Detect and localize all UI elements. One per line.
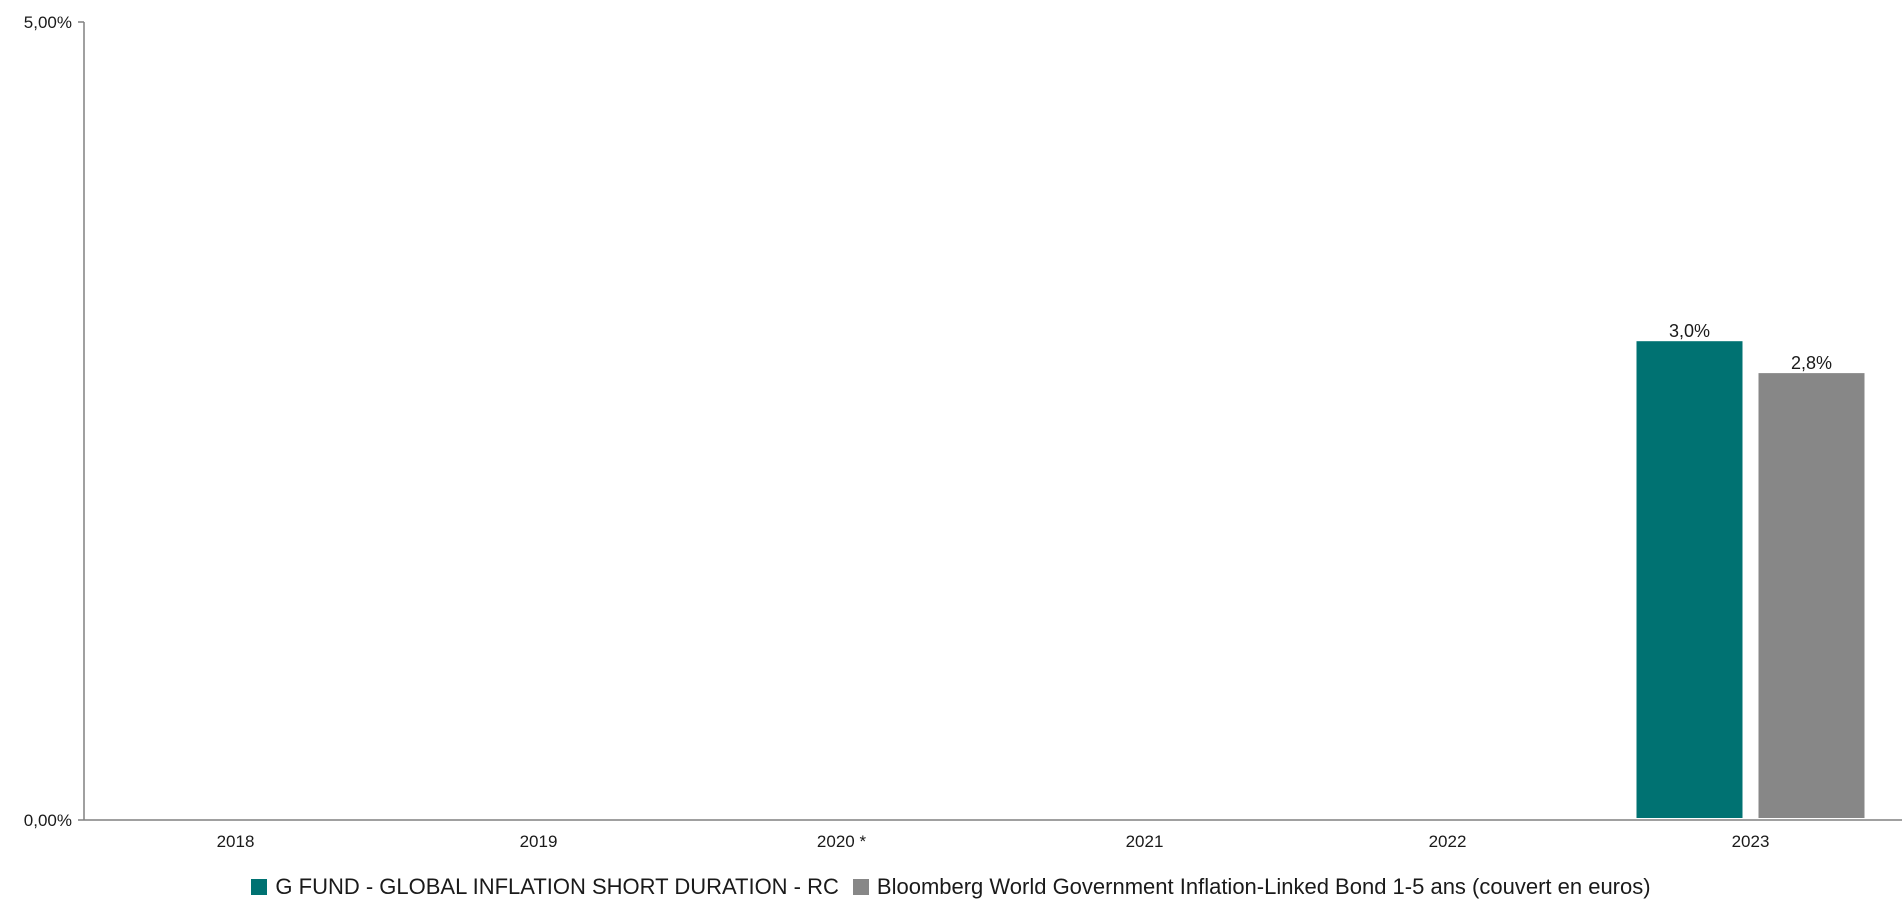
legend-item-benchmark: Bloomberg World Government Inflation-Lin…	[852, 874, 1651, 900]
data-labels-group: 3,0% 2,8%	[1669, 321, 1832, 373]
x-axis-ticks: 2018 2019 2020 * 2021 2022 2023	[217, 832, 1770, 851]
legend: G FUND - GLOBAL INFLATION SHORT DURATION…	[0, 874, 1902, 900]
bar-chart: 0,00% 5,00% 2018 2019 2020 * 2021 2022 2023 3,…	[24, 13, 1902, 851]
x-tick-label: 2022	[1429, 832, 1467, 851]
legend-item-fund: G FUND - GLOBAL INFLATION SHORT DURATION…	[251, 874, 839, 900]
x-tick-label: 2023	[1732, 832, 1770, 851]
x-tick-label: 2020 *	[817, 832, 867, 851]
y-tick-label: 0,00%	[24, 811, 72, 830]
legend-swatch-fund	[251, 879, 268, 895]
y-tick-label: 5,00%	[24, 13, 72, 32]
x-tick-label: 2021	[1126, 832, 1164, 851]
legend-swatch-benchmark	[852, 879, 869, 895]
bar-series-2-2023	[1758, 373, 1865, 818]
legend-label-benchmark: Bloomberg World Government Inflation-Lin…	[876, 874, 1651, 899]
legend-label-fund: G FUND - GLOBAL INFLATION SHORT DURATION…	[275, 874, 839, 899]
bar-series-1-2023	[1636, 341, 1743, 818]
x-tick-label: 2019	[520, 832, 558, 851]
x-tick-label: 2018	[217, 832, 255, 851]
bar-data-label: 3,0%	[1669, 321, 1710, 341]
y-axis-ticks: 0,00% 5,00%	[24, 13, 84, 830]
bar-data-label: 2,8%	[1791, 353, 1832, 373]
bar-series-group	[1636, 341, 1865, 818]
